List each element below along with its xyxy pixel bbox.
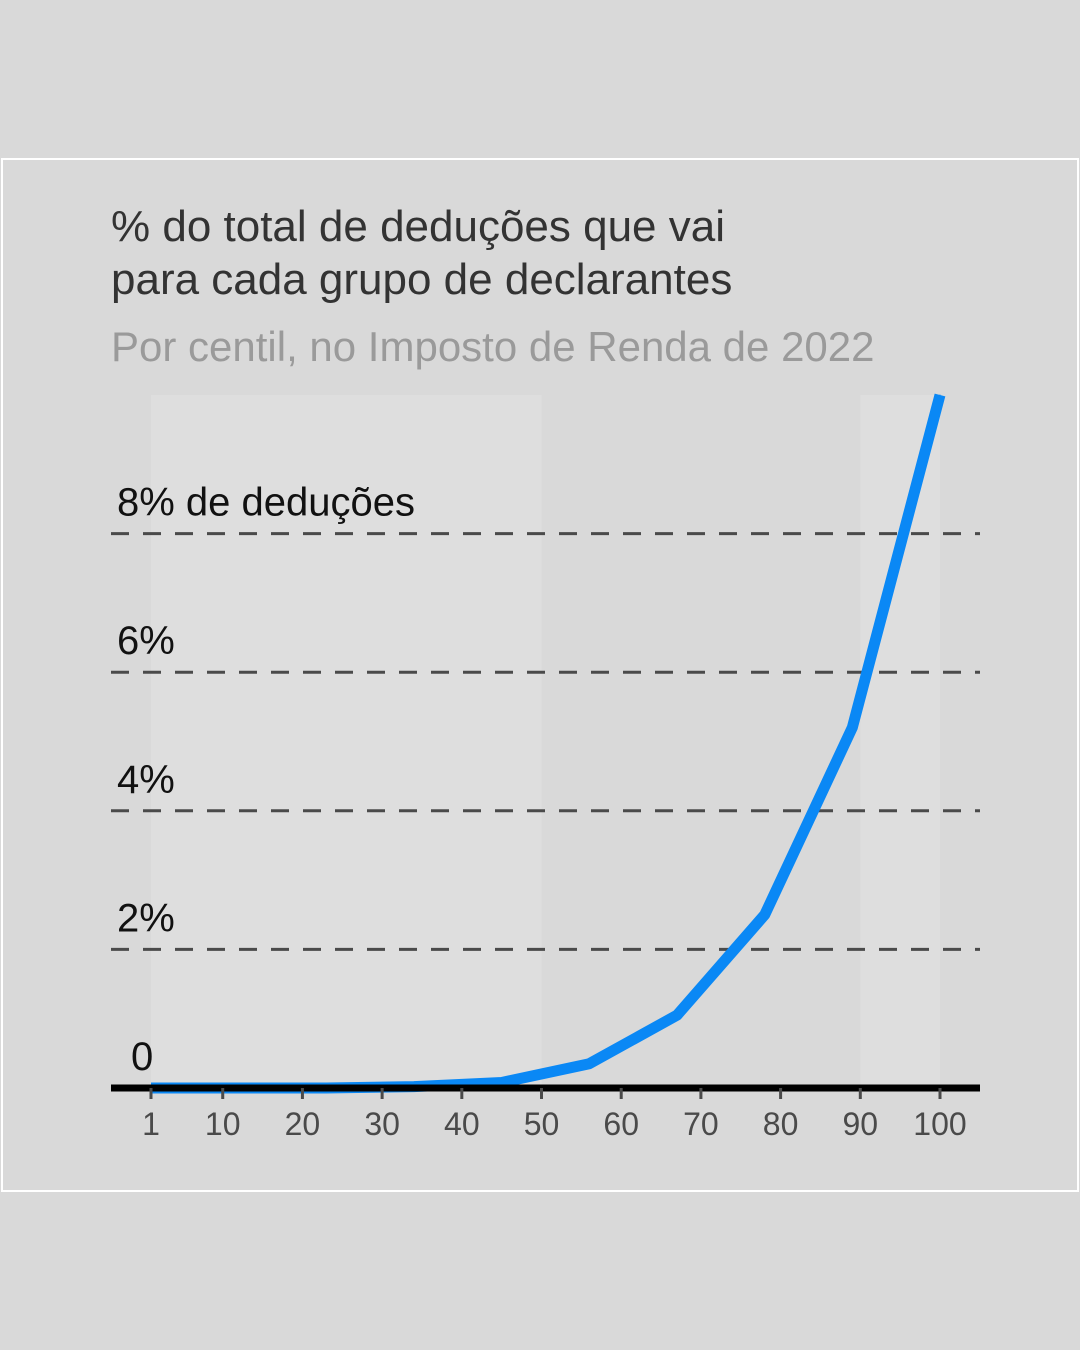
- x-axis: 1 10 20 30 40 50 60 70 80 90 100: [111, 1084, 980, 1142]
- background-band-2: [860, 395, 940, 1088]
- background-band-1: [151, 395, 542, 1088]
- y-tick-label-4: 4%: [117, 758, 175, 802]
- chart-title: % do total de deduções que vai para cada…: [111, 200, 1011, 306]
- chart-subtitle: Por centil, no Imposto de Renda de 2022: [111, 323, 875, 370]
- chart-title-line-1: % do total de deduções que vai: [111, 202, 726, 251]
- x-tick-label-70: 70: [683, 1106, 719, 1142]
- y-tick-label-8: 8% de deduções: [117, 481, 415, 525]
- x-tick-label-1: 1: [142, 1106, 160, 1142]
- y-tick-label-2: 2%: [117, 896, 175, 940]
- x-tick-label-50: 50: [524, 1106, 560, 1142]
- x-tick-label-40: 40: [444, 1106, 480, 1142]
- y-tick-labels: 0 2% 4% 6% 8% de deduções: [117, 481, 415, 1079]
- background-bands: [151, 395, 940, 1088]
- y-tick-label-0: 0: [131, 1035, 153, 1079]
- y-tick-label-6: 6%: [117, 619, 175, 663]
- x-tick-label-100: 100: [913, 1106, 966, 1142]
- x-tick-label-20: 20: [285, 1106, 321, 1142]
- x-tick-label-60: 60: [603, 1106, 639, 1142]
- x-tick-label-10: 10: [205, 1106, 241, 1142]
- x-tick-label-30: 30: [364, 1106, 400, 1142]
- data-point-1-7: [676, 1014, 678, 1016]
- data-point-1-8: [764, 914, 766, 916]
- data-point-1-10: [939, 394, 941, 396]
- chart-title-line-2: para cada grupo de declarantes: [111, 255, 733, 304]
- data-point-1-5: [501, 1081, 503, 1083]
- x-tick-label-90: 90: [843, 1106, 879, 1142]
- data-point-1-9: [851, 727, 853, 729]
- data-point-1-6: [588, 1063, 590, 1065]
- x-tick-label-80: 80: [763, 1106, 799, 1142]
- gridlines: [111, 532, 980, 951]
